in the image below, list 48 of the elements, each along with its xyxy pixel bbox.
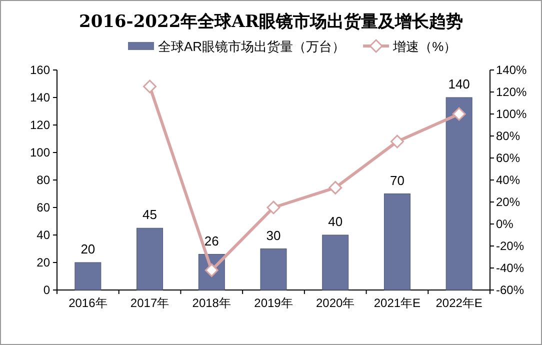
y-tick-label: 60 <box>36 200 50 214</box>
point <box>143 80 157 94</box>
data-label: 45 <box>142 207 158 222</box>
x-tick-label: 2022年E <box>436 296 482 310</box>
y2-tick-label: -40% <box>496 261 524 275</box>
x-tick-label: 2017年 <box>130 296 170 310</box>
y2-tick-label: 120% <box>496 85 528 99</box>
data-label: 70 <box>390 172 404 188</box>
y-tick-label: 100 <box>30 146 50 160</box>
bar <box>384 194 410 290</box>
y-tick-label: 40 <box>36 228 50 242</box>
legend-label: 全球AR眼镜市场出货量（万台） <box>158 39 346 54</box>
y2-tick-label: 80% <box>496 129 520 143</box>
x-tick-label: 2020年 <box>316 296 355 310</box>
bar <box>74 262 102 290</box>
bar <box>260 248 287 290</box>
y2-tick-label: 60% <box>496 151 520 165</box>
bar <box>136 228 164 290</box>
data-label: 140 <box>448 76 470 92</box>
y-tick-label: 80 <box>36 173 50 187</box>
y2-tick-label: 40% <box>496 173 520 187</box>
legend-label: 增速（%） <box>392 39 457 54</box>
y2-tick-label: -20% <box>496 239 524 253</box>
point <box>328 180 342 194</box>
bar <box>446 97 472 290</box>
x-tick-label: 2021年E <box>374 296 421 310</box>
y-tick-label: 20 <box>36 256 50 270</box>
data-label: 40 <box>328 214 343 229</box>
data-label: 30 <box>266 228 281 243</box>
point <box>390 134 404 148</box>
y2-tick-label: 140% <box>496 63 528 77</box>
y-tick-label: 140 <box>30 90 50 104</box>
data-label: 20 <box>80 242 96 256</box>
x-tick-label: 2016年 <box>68 296 108 310</box>
y2-tick-label: 100% <box>496 107 528 121</box>
chart-title: 2016-2022年全球AR眼镜市场出货量及增长趋势 <box>78 12 464 32</box>
x-tick-label: 2019年 <box>254 296 293 310</box>
y-tick-label: 120 <box>30 118 50 132</box>
y2-tick-label: -60% <box>496 283 524 297</box>
y2-tick-label: 20% <box>496 195 520 209</box>
x-tick-label: 2018年 <box>192 296 231 310</box>
point <box>452 107 466 121</box>
y-tick-label: 0 <box>43 283 50 297</box>
y2-tick-label: 0% <box>496 217 514 231</box>
point <box>266 200 280 214</box>
y-tick-label: 160 <box>30 63 50 77</box>
data-label: 26 <box>204 233 219 248</box>
bar <box>322 234 349 290</box>
